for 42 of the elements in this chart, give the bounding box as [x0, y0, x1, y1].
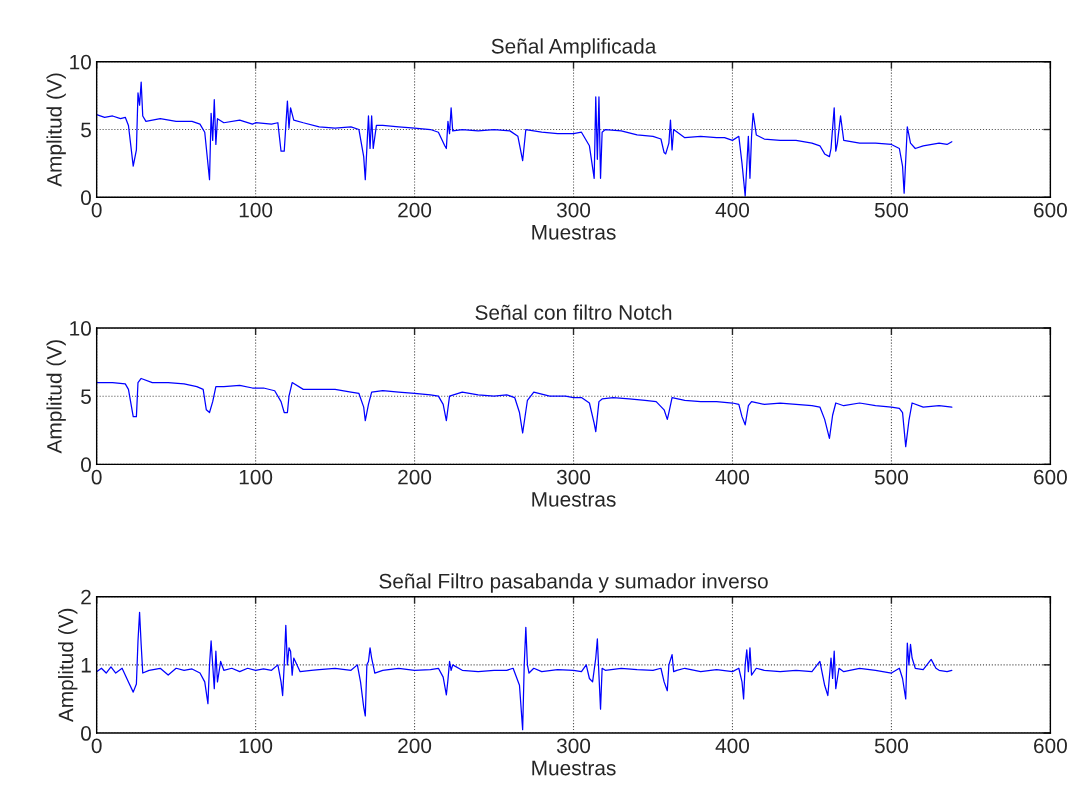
x-tick-label: 0 [91, 738, 102, 754]
y-axis-title: Amplitud (V) [46, 340, 66, 454]
line-series [96, 377, 953, 448]
y-tick-label: 2 [81, 589, 91, 605]
x-tick-label: 300 [556, 738, 591, 754]
x-tick-label: 600 [1034, 469, 1067, 485]
line-series [96, 81, 953, 197]
x-tick-label: 600 [1034, 202, 1067, 218]
x-tick-label: 200 [398, 202, 432, 218]
line-series [96, 611, 953, 731]
chart-title: Señal con filtro Notch [475, 304, 672, 320]
x-tick-label: 200 [398, 738, 432, 754]
x-tick-label: 500 [874, 202, 908, 218]
chart-title: Señal Amplificada [491, 38, 657, 58]
x-tick-label: 600 [1034, 738, 1067, 754]
x-axis-title: Muestras [532, 225, 616, 240]
y-tick-label: 10 [70, 321, 91, 336]
x-axis-title: Muestras [532, 760, 616, 776]
x-tick-label: 400 [715, 469, 750, 485]
x-tick-label: 0 [91, 202, 102, 218]
y-axis-title: Amplitud (V) [46, 73, 66, 187]
y-tick-label: 5 [81, 389, 91, 404]
y-tick-label: 5 [81, 122, 91, 138]
y-tick-label: 1 [81, 658, 91, 673]
x-axis-title: Muestras [532, 492, 616, 507]
y-tick-label: 10 [70, 54, 91, 70]
x-tick-label: 0 [91, 469, 102, 485]
x-tick-label: 100 [239, 202, 273, 218]
x-tick-label: 300 [556, 202, 591, 218]
x-tick-label: 400 [715, 202, 750, 218]
x-tick-label: 400 [715, 738, 750, 754]
x-tick-label: 100 [239, 738, 273, 754]
y-tick-label: 0 [81, 726, 91, 741]
x-tick-label: 300 [556, 469, 591, 485]
chart-title: Señal Filtro pasabanda y sumador inverso [379, 573, 768, 593]
x-tick-label: 500 [874, 738, 908, 754]
x-tick-label: 200 [398, 469, 432, 485]
y-axis-title: Amplitud (V) [58, 608, 78, 723]
y-tick-label: 0 [81, 190, 91, 206]
y-tick-label: 0 [81, 457, 91, 473]
x-tick-label: 100 [239, 469, 273, 485]
x-tick-label: 500 [874, 469, 908, 485]
